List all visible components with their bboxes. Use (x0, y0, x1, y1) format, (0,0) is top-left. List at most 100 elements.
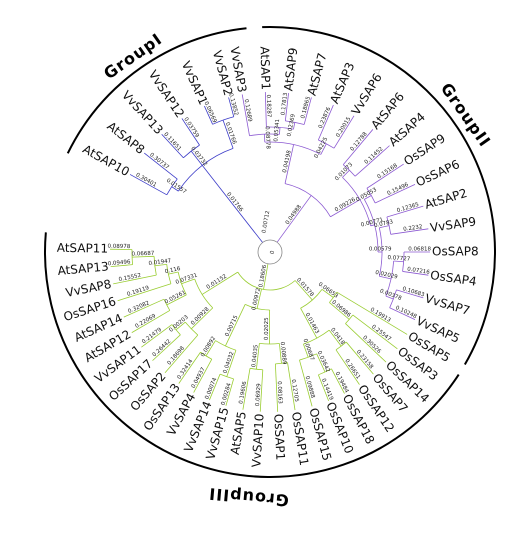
branch-length-vvsap13: 0.11651 (162, 132, 182, 153)
internal-branch-value: 0.06687 (132, 251, 155, 258)
branch-length-ossap13: 0.32414 (176, 358, 194, 381)
leaf-label-atsap9: AtSAP9 (281, 47, 300, 92)
branch-length-vvsap14: 0.00074 (204, 377, 218, 401)
leaf-label-atsap5: AtSAP5 (228, 410, 249, 455)
leaf-label-vvsap10: VvSAP10 (249, 413, 266, 468)
root-value: 0.00712 (261, 210, 271, 233)
internal-branch-value: 0.06986 (330, 299, 352, 319)
leaf-label-vvsap9: VvSAP9 (429, 214, 477, 235)
root-value: 0 (270, 250, 277, 255)
branch-length-atsap7: 0.18865 (300, 95, 312, 119)
leaf-label-atsap11: AtSAP11 (57, 241, 109, 256)
branch-length-vvsap1: 0.06569 (203, 101, 218, 125)
leaf-label-atsap2: AtSAP2 (423, 186, 469, 212)
group-label-3: GroupIII (208, 484, 290, 510)
internal-branch-value: 0.04198 (282, 149, 293, 173)
internal-branch-value: 0.04032 (222, 351, 235, 374)
internal-branch-value: 0.04988 (285, 204, 304, 226)
leaf-label-ossap6: OsSAP6 (414, 157, 462, 189)
internal-branch-value: 0.00687 (301, 338, 315, 362)
branch-length-atsap1: 0.18287 (265, 95, 272, 118)
branch-length-ossap8: 0.06818 (408, 247, 431, 253)
internal-branch-value: 0.06653 (317, 281, 339, 299)
leaf-label-ossap8: OsSAP8 (432, 245, 479, 259)
internal-branch-value: 0.00579 (369, 247, 392, 253)
leaf-label-ossap11: OsSAP11 (289, 411, 311, 467)
internal-branch-value: 0.02025 (264, 317, 270, 340)
branch-length-ossap12: 0.26651 (343, 358, 361, 380)
branch-length-vvsap5: 0.10248 (394, 305, 418, 320)
internal-branch-value: 0.02369 (287, 113, 297, 137)
branch-length-atsap12: 0.22069 (134, 313, 157, 330)
branch-length-atsap8: 0.30737 (148, 152, 170, 171)
branch-length-vvsap6: 0.20015 (335, 116, 352, 139)
internal-branch-value: 0.04035 (251, 344, 260, 368)
branch-length-vvsap10: 0.06929 (255, 383, 262, 407)
branch-length-atsap6: 0.12788 (349, 131, 369, 153)
internal-branch-value: 0.00892 (200, 336, 217, 359)
internal-branch-value: 0.01152 (206, 274, 228, 291)
internal-branch-value: 0.0418 (329, 327, 346, 346)
branch-length-ossap17: 0.26442 (152, 339, 173, 359)
internal-branch-value: 0.02029 (375, 270, 399, 281)
branch-length-ossap15: 0.09888 (304, 375, 316, 399)
internal-branch-value: 0.08778 (264, 126, 271, 150)
branch-length-ossap6: 0.15496 (386, 182, 410, 197)
branch-length-atsap3: 0.23876 (318, 106, 333, 130)
branch-length-ossap11: 0.12705 (290, 379, 300, 403)
internal-branch-value: 0.00715 (224, 314, 239, 338)
branch-length-vvsap2: 0.13852 (227, 93, 239, 117)
branch-length-atsap10: 0.30401 (135, 172, 158, 188)
branch-length-atsap2: 0.12365 (396, 202, 420, 214)
leaf-label-ossap4: OsSAP4 (429, 268, 477, 289)
internal-branch-value: 0.00972 (251, 287, 262, 311)
branch-length-vvsap8: 0.15552 (118, 273, 141, 283)
internal-branch-value: 0.09226 (334, 197, 357, 214)
branch-length-vvsap4: 0.04937 (191, 366, 207, 389)
internal-branch-value: 0.00889 (279, 342, 287, 366)
branch-length-ossap14: 0.30526 (361, 335, 382, 355)
branch-length-atsap9: 0.17813 (280, 92, 289, 116)
leaf-label-atsap7: AtSAP7 (305, 51, 330, 97)
branch-length-atsap5: 0.19606 (238, 381, 248, 405)
branch-length-ossap16: 0.19119 (126, 285, 150, 298)
leaf-label-atsap1: AtSAP1 (258, 46, 273, 90)
internal-branch-value: 0.05261 (164, 290, 187, 306)
branch-length-vvsap3: 0.12689 (243, 99, 253, 123)
leaf-label-atsap3: AtSAP3 (327, 60, 357, 106)
branch-length-ossap7: 0.23158 (355, 349, 375, 371)
leaf-label-vvsap7: VvSAP7 (423, 291, 471, 318)
branch-length-atsap4: 0.11452 (364, 146, 385, 166)
branch-length-ossap10: 0.14419 (320, 378, 334, 402)
internal-branch-value: 0.01463 (304, 312, 320, 335)
internal-branch-value: 0.05053 (355, 187, 378, 204)
internal-branch-value: 0.00928 (190, 306, 211, 327)
internal-branch-value: 0.01947 (148, 258, 172, 267)
branch-length-ossap2: 0.18698 (167, 345, 187, 366)
internal-branch-value: 0.05341 (273, 119, 281, 142)
leaf-label-ossap1: OsSAP1 (271, 413, 287, 460)
branch-length-ossap3: 0.25547 (370, 324, 392, 343)
internal-branch-value: 0.04225 (313, 136, 329, 159)
internal-branch-value: 0.03642 (316, 350, 331, 373)
branch-length-vvsap12: 0.03759 (182, 117, 200, 140)
branch-length-atsap13: 0.09496 (108, 259, 132, 267)
branch-length-atsap14: 0.32082 (127, 300, 150, 315)
branch-length-ossap9: 0.15168 (376, 163, 399, 181)
branch-length-ossap18: 0.19484 (334, 371, 350, 394)
branch-length-atsap11: 0.08978 (107, 244, 130, 250)
leaf-label-atsap10: AtSAP10 (80, 142, 132, 179)
branch-length-vvsap7: 0.10683 (402, 286, 426, 298)
branch-length-vvsap15: 0.00284 (221, 382, 233, 406)
branch-length-vvsap9: 0.2232 (403, 224, 423, 233)
internal-branch-value: 0.03732 (189, 146, 208, 168)
leaf-label-atsap8: AtSAP8 (104, 119, 147, 157)
internal-branch-value: 0.01578 (295, 277, 315, 298)
internal-branch-value: 0.01766 (225, 192, 244, 214)
leaf-label-atsap13: AtSAP13 (57, 259, 109, 278)
branch-length-ossap4: 0.07216 (407, 267, 431, 276)
branch-length-ossap5: 0.19913 (369, 307, 392, 324)
leaf-label-vvsap1: VvSAP1 (179, 59, 211, 107)
